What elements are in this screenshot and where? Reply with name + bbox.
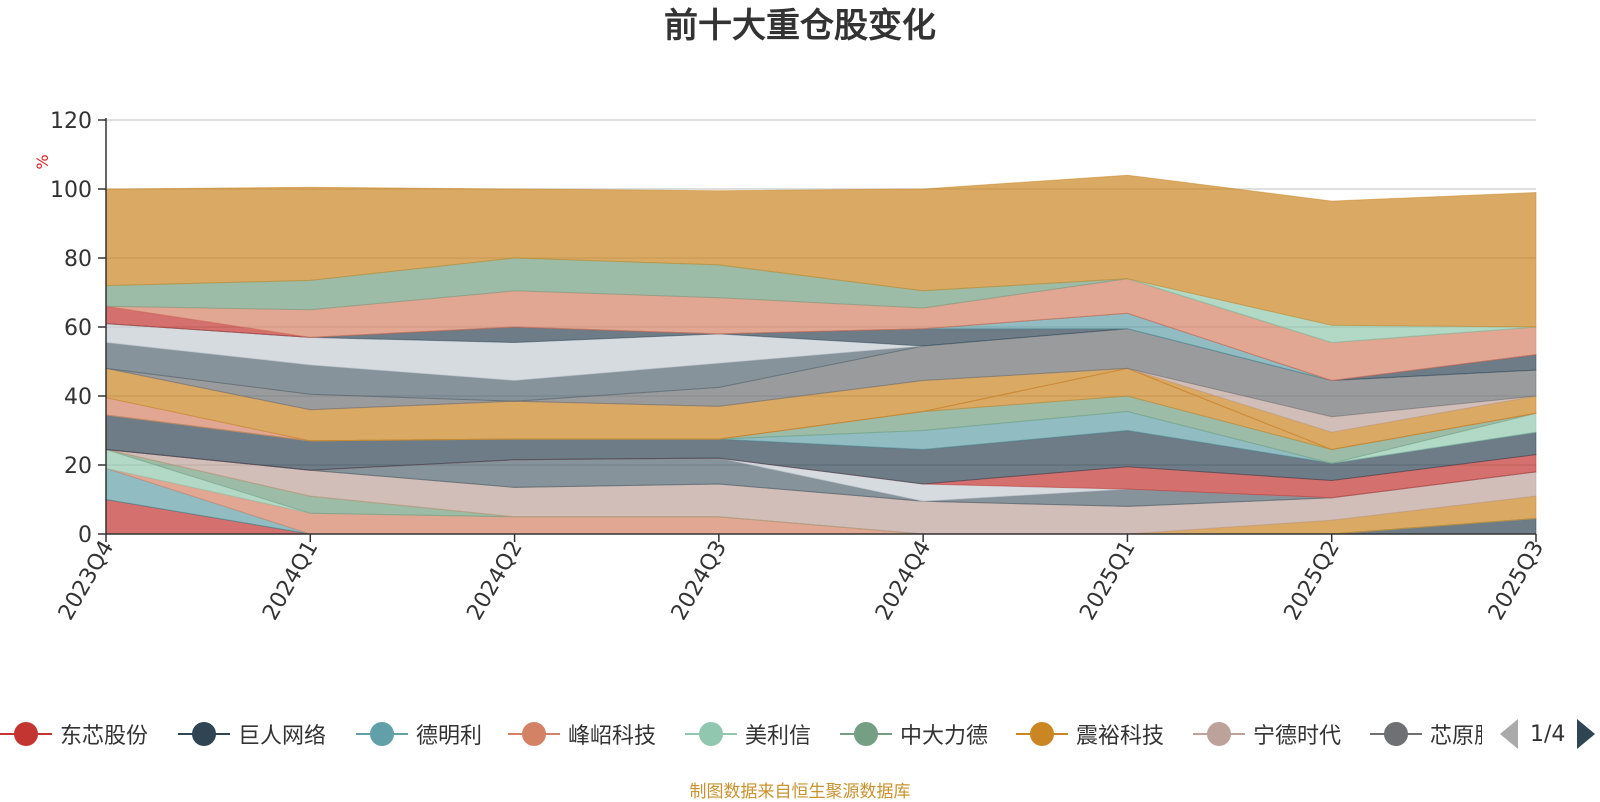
y-tick-label: 0 [78, 523, 92, 548]
x-tick-label: 2025Q2 [1280, 537, 1345, 625]
legend-label: 宁德时代 [1253, 724, 1342, 749]
legend-marker-icon [1016, 722, 1068, 746]
legend-label: 美利信 [745, 724, 812, 749]
x-tick-label: 2024Q3 [667, 537, 732, 625]
legend-pager: 1/4 [1500, 712, 1596, 756]
y-tick-label: 100 [50, 178, 92, 203]
legend-item[interactable]: 美利信 [685, 712, 811, 756]
x-tick-label: 2024Q1 [258, 537, 323, 625]
legend-label: 中大力德 [900, 724, 989, 749]
x-tick-label: 2023Q4 [54, 537, 119, 625]
x-tick-label: 2024Q4 [871, 537, 936, 625]
x-tick-label: 2025Q1 [1075, 537, 1140, 625]
legend-label: 德明利 [416, 724, 483, 749]
legend-item[interactable]: 东芯股份 [0, 712, 148, 756]
chart-title: 前十大重仓股变化 [664, 6, 936, 46]
legend-label: 东芯股份 [60, 724, 149, 749]
legend-item[interactable]: 巨人网络 [178, 712, 326, 756]
legend-marker-icon [356, 722, 408, 746]
legend-marker-icon [840, 722, 892, 746]
legend-items: 东芯股份 巨人网络 德明利 峰岹科技 美利信 中大力德 震裕科技 宁德时代 芯原股份 [0, 712, 1482, 756]
legend-label: 芯原股份 [1430, 724, 1482, 749]
y-tick-label: 120 [50, 109, 92, 134]
source-note: 制图数据来自恒生聚源数据库 [689, 782, 911, 802]
y-tick-label: 80 [64, 247, 92, 272]
y-tick-label: 60 [64, 316, 92, 341]
area-其他 [105, 174, 1537, 328]
legend-item[interactable]: 德明利 [356, 712, 482, 756]
area-series-group [105, 174, 1537, 535]
legend-marker-icon [0, 722, 52, 746]
legend-item[interactable]: 芯原股份 [1370, 712, 1482, 756]
legend-next-page-icon[interactable] [1577, 719, 1596, 749]
legend-item[interactable]: 震裕科技 [1016, 712, 1164, 756]
x-tick-label: 2024Q2 [462, 537, 527, 625]
legend-item[interactable]: 峰岹科技 [508, 712, 656, 756]
stacked-area-chart: 0 20 40 60 80 100 120% 2023Q4 2024Q1 2024Q2 2024Q3… [33, 109, 1549, 625]
y-tick-label: 40 [64, 385, 92, 410]
legend-label: 震裕科技 [1076, 724, 1165, 749]
y-tick-label: 20 [64, 454, 92, 479]
legend-marker-icon [1193, 722, 1245, 746]
legend-marker-icon [178, 722, 230, 746]
legend-marker-icon [508, 722, 560, 746]
x-tick-label: 2025Q3 [1484, 537, 1549, 625]
legend-page-indicator: 1/4 [1530, 721, 1566, 747]
legend-item[interactable]: 宁德时代 [1193, 712, 1341, 756]
legend-prev-page-icon[interactable] [1500, 719, 1518, 749]
legend-item[interactable]: 中大力德 [840, 712, 988, 756]
legend-label: 巨人网络 [238, 724, 327, 749]
legend: 东芯股份 巨人网络 德明利 峰岹科技 美利信 中大力德 震裕科技 宁德时代 芯原股份 1/4 [0, 712, 1600, 756]
legend-marker-icon [685, 722, 737, 746]
legend-label: 峰岹科技 [568, 724, 657, 749]
legend-marker-icon [1370, 722, 1422, 746]
y-axis-unit-label: % [33, 154, 52, 169]
